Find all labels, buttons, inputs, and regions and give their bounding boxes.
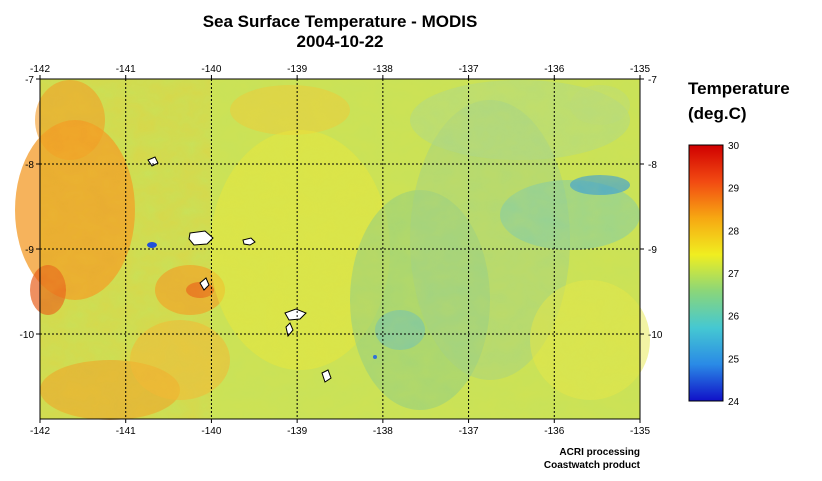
islands — [147, 156, 332, 383]
map-date: 2004-10-22 — [296, 32, 384, 51]
colorbar-units: (deg.C) — [688, 104, 747, 123]
lat-tick-label-left: -7 — [25, 75, 34, 86]
lon-tick-label-bottom: -139 — [287, 426, 307, 437]
lat-tick-label-left: -10 — [20, 330, 35, 341]
gridlines — [40, 79, 640, 419]
colorbar-tick-label: 30 — [728, 141, 740, 152]
axis-ticks: -142 -142 -141 -141 -140 -140 -139 -139 -138 -138… — [20, 64, 663, 437]
colorbar-ticks: 30 29 28 27 26 25 24 — [728, 141, 740, 408]
lat-tick-label-right: -9 — [648, 245, 657, 256]
colorbar-title: Temperature — [688, 79, 790, 98]
lon-tick-label-top: -138 — [373, 64, 393, 75]
lat-tick-label-right: -8 — [648, 160, 657, 171]
lat-tick-label-left: -9 — [25, 245, 34, 256]
lon-tick-label-bottom: -140 — [201, 426, 221, 437]
lon-tick-label-top: -141 — [116, 64, 136, 75]
lon-tick-label-top: -135 — [630, 64, 650, 75]
map-title: Sea Surface Temperature - MODIS — [202, 12, 478, 31]
lon-tick-label-top: -137 — [459, 64, 479, 75]
lon-tick-label-top: -136 — [544, 64, 564, 75]
lon-tick-label-bottom: -141 — [116, 426, 136, 437]
lon-tick-label-top: -140 — [201, 64, 221, 75]
credit-product: Coastwatch product — [543, 460, 640, 471]
credit-processing: ACRI processing — [559, 447, 640, 458]
lon-tick-label-bottom: -135 — [630, 426, 650, 437]
lon-tick-label-bottom: -137 — [459, 426, 479, 437]
lat-tick-label-left: -8 — [25, 160, 34, 171]
colorbar-tick-label: 26 — [728, 312, 740, 323]
sst-field — [15, 79, 650, 420]
lon-tick-label-bottom: -136 — [544, 426, 564, 437]
colorbar-tick-label: 25 — [728, 354, 740, 365]
colorbar-tick-label: 24 — [728, 397, 740, 408]
lat-tick-label-right: -10 — [648, 330, 663, 341]
lon-tick-label-top: -139 — [287, 64, 307, 75]
lat-tick-label-right: -7 — [648, 75, 657, 86]
lon-tick-label-bottom: -142 — [30, 426, 50, 437]
lon-tick-label-top: -142 — [30, 64, 50, 75]
lon-tick-label-bottom: -138 — [373, 426, 393, 437]
colorbar-tick-label: 29 — [728, 184, 740, 195]
colorbar-tick-label: 28 — [728, 226, 740, 237]
colorbar — [688, 144, 724, 402]
colorbar-tick-label: 27 — [728, 269, 740, 280]
